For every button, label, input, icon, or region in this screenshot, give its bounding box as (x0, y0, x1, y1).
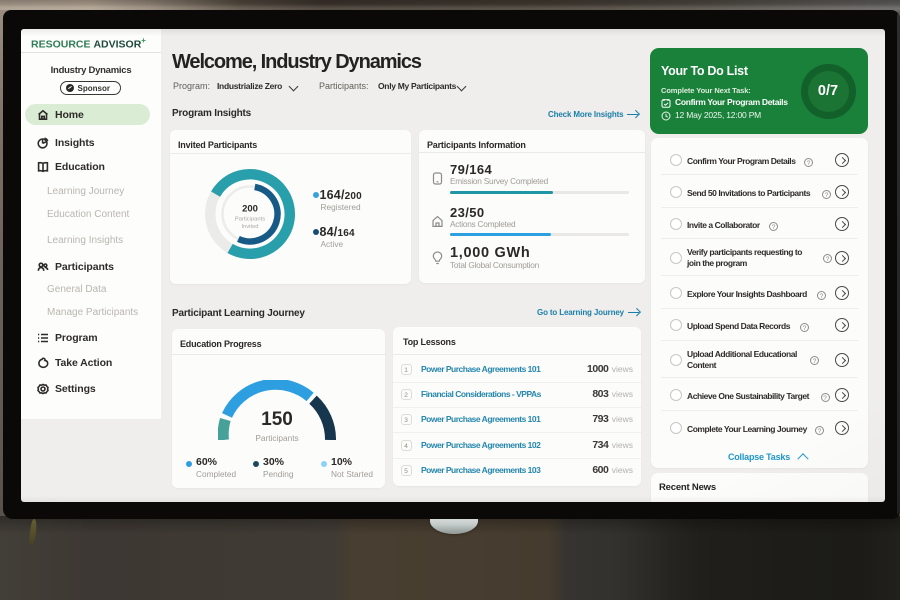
svg-text:200: 200 (242, 204, 258, 215)
svg-text:Participants: Participants (235, 217, 265, 223)
svg-text:Invited: Invited (241, 224, 258, 230)
